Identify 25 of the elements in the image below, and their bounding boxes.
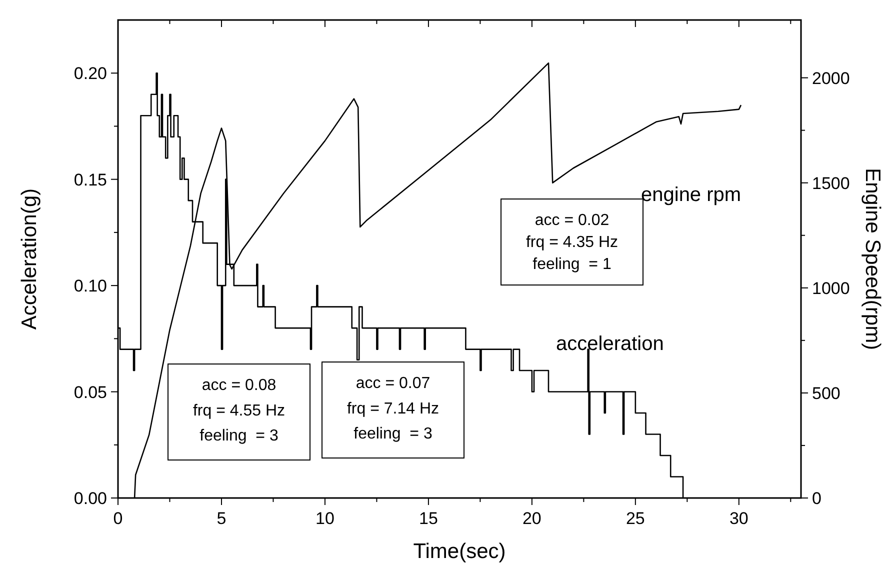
y2-tick-label: 2000 <box>812 68 850 88</box>
y2-tick-label: 0 <box>812 489 822 508</box>
y-tick-label: 0.15 <box>74 170 107 190</box>
y2-axis-title: Engine Speed(rpm) <box>861 168 884 350</box>
y2-tick-label: 1000 <box>812 278 850 298</box>
x-tick-label: 15 <box>418 509 438 528</box>
text: engine rpm <box>641 184 742 206</box>
y-axis-title: Acceleration(g) <box>18 188 41 330</box>
x-tick-label: 25 <box>626 509 645 528</box>
x-tick-label: 0 <box>113 509 123 528</box>
annotation: acc = 0.08 frq = 4.55 Hz feeling = 3 <box>192 377 286 445</box>
y-tick-label: 0.00 <box>74 489 107 508</box>
x-tick-label: 10 <box>316 509 334 528</box>
y2-tick-label: 1500 <box>812 174 850 193</box>
y-tick-label: 0.20 <box>74 64 107 84</box>
y-tick-label: 0.10 <box>74 276 107 296</box>
x-tick-label: 30 <box>729 509 748 528</box>
x-tick-label: 20 <box>522 509 542 528</box>
y2-tick-label: 500 <box>812 384 840 403</box>
annotation: acc = 0.07 frq = 7.14 Hz feeling = 3 <box>346 375 440 443</box>
annotation: acc = 0.02 frq = 4.35 Hz feeling = 1 <box>526 212 618 273</box>
x-tick-label: 5 <box>216 509 226 528</box>
series-label: acceleration <box>556 333 664 355</box>
y-tick-label: 0.05 <box>74 382 107 402</box>
x-axis-title: Time(sec) <box>413 540 506 563</box>
